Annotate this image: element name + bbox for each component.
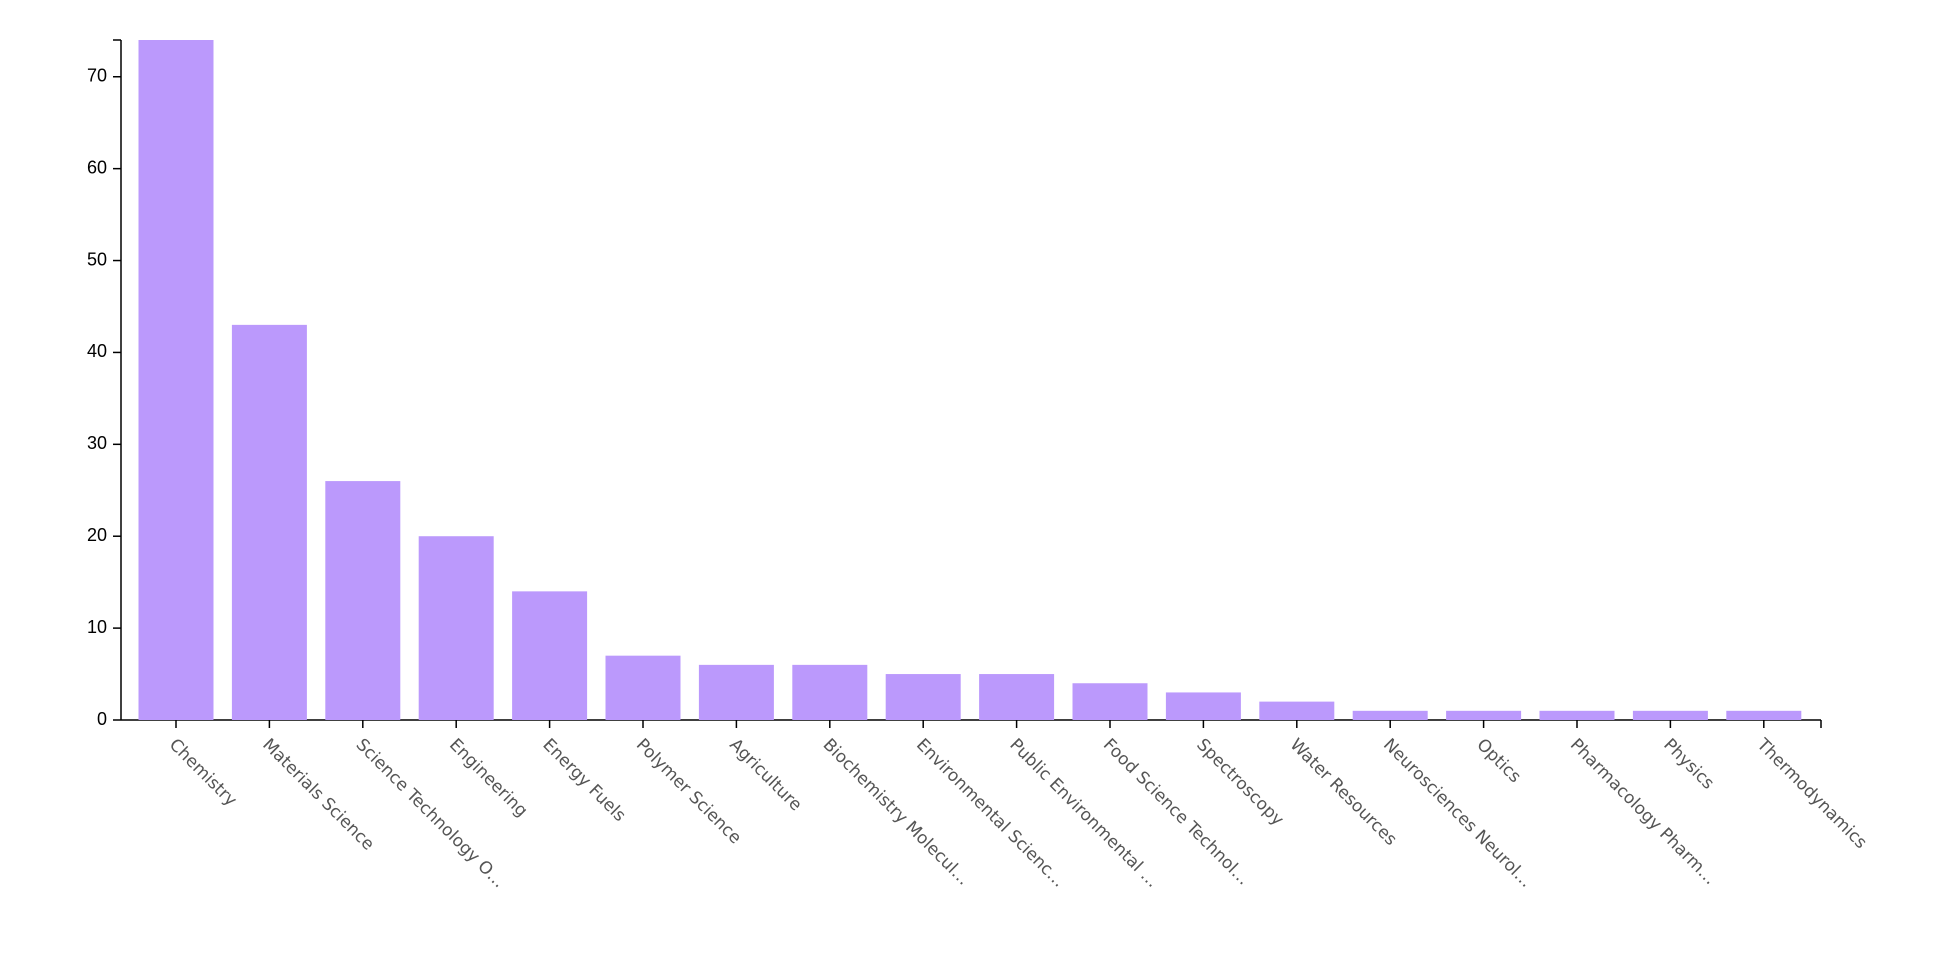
bar <box>792 664 868 720</box>
bar <box>979 674 1055 720</box>
bar <box>698 664 774 720</box>
x-tick-label: Energy Fuels <box>539 735 630 826</box>
bar <box>138 40 214 720</box>
bar <box>1632 710 1708 720</box>
x-tick-label: Engineering <box>445 735 531 821</box>
y-tick-label: 20 <box>87 525 107 545</box>
x-tick-label: Science Technology O… <box>352 735 509 892</box>
bar <box>231 324 307 720</box>
y-tick-label: 0 <box>97 709 107 729</box>
y-tick-label: 30 <box>87 433 107 453</box>
y-tick-label: 40 <box>87 341 107 361</box>
y-tick-label: 60 <box>87 157 107 177</box>
bar <box>1726 710 1802 720</box>
x-tick-label: Neurosciences Neurol… <box>1379 735 1536 892</box>
bar <box>1352 710 1428 720</box>
x-tick-label: Chemistry <box>165 735 241 811</box>
bar <box>1539 710 1615 720</box>
x-tick-label: Thermodynamics <box>1752 734 1871 853</box>
x-tick-label: Spectroscopy <box>1192 735 1287 830</box>
bar <box>1165 692 1241 720</box>
bar <box>885 674 961 720</box>
x-tick-label: Agriculture <box>725 735 805 815</box>
bar <box>418 536 494 720</box>
x-tick-label: Optics <box>1473 735 1525 787</box>
bar <box>1072 683 1148 720</box>
bar <box>512 591 588 720</box>
y-tick-label: 70 <box>87 66 107 86</box>
x-tick-label: Public Environmental … <box>1006 735 1163 892</box>
bar <box>605 655 681 720</box>
y-tick-label: 50 <box>87 249 107 269</box>
x-tick-label: Environmental Scienc… <box>912 735 1069 892</box>
y-tick-label: 10 <box>87 617 107 637</box>
x-tick-label: Physics <box>1659 735 1718 794</box>
bar <box>325 481 401 720</box>
bar <box>1259 701 1335 720</box>
bar <box>1446 710 1522 720</box>
